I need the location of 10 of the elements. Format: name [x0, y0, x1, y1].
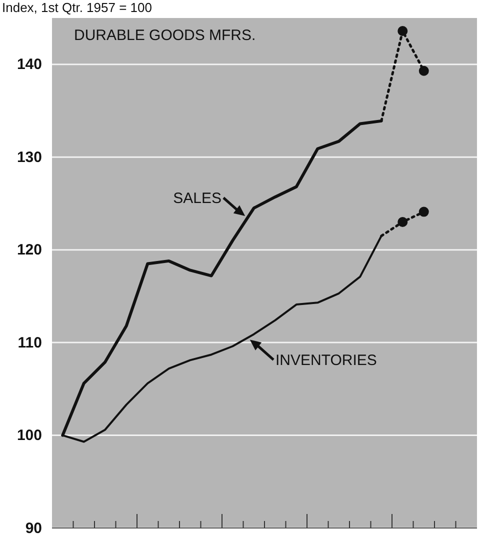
legend-label: INVENTORIES — [276, 352, 377, 369]
y-tick-label: 90 — [25, 520, 42, 537]
series-label: SALES — [173, 190, 222, 207]
y-tick-label: 140 — [16, 56, 42, 74]
y-tick-label: 120 — [16, 242, 42, 259]
y-tick-label: 100 — [16, 427, 42, 444]
text: DURABLE GOODS MFRS. — [74, 27, 256, 44]
y-axis-title: Index, 1st Qtr. 1957 = 100 — [2, 0, 152, 15]
y-tick-label: 110 — [18, 334, 42, 352]
y-tick-label: 130 — [16, 148, 42, 166]
